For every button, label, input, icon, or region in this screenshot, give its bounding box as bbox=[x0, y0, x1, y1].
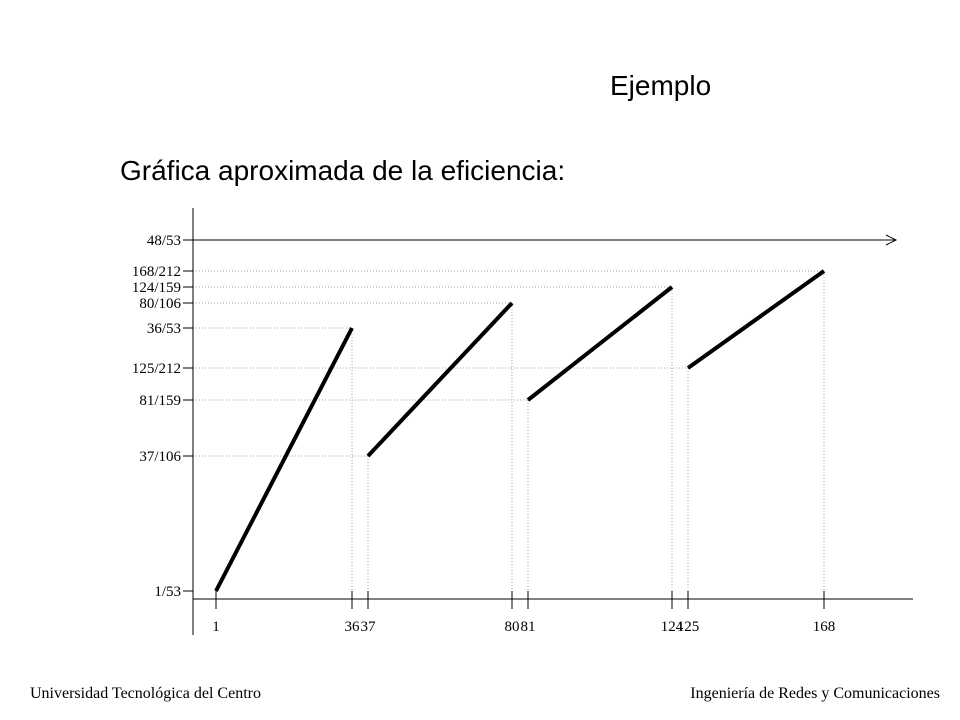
footer-university: Universidad Tecnológica del Centro bbox=[30, 685, 261, 702]
y-tick-label: 48/53 bbox=[147, 233, 181, 249]
x-tick-label: 168 bbox=[813, 619, 836, 635]
x-tick-label: 80 bbox=[505, 619, 520, 635]
x-tick-label: 81 bbox=[521, 619, 536, 635]
efficiency-segment bbox=[366, 301, 514, 458]
efficiency-segment bbox=[214, 327, 354, 592]
y-tick-label: 124/159 bbox=[132, 280, 181, 296]
guide-lines bbox=[193, 270, 825, 599]
y-tick-label: 1/53 bbox=[154, 584, 181, 600]
y-tick-label: 37/106 bbox=[139, 449, 181, 465]
footer-course: Ingeniería de Redes y Comunicaciones bbox=[690, 685, 940, 702]
y-tick-label: 36/53 bbox=[147, 321, 181, 337]
x-tick-label: 124 bbox=[661, 619, 684, 635]
asymptote-arrowhead bbox=[885, 234, 898, 246]
x-tick-label: 125 bbox=[677, 619, 700, 635]
y-tick-label: 168/212 bbox=[132, 264, 181, 280]
y-tick-label: 125/212 bbox=[132, 361, 181, 377]
efficiency-segments bbox=[214, 269, 826, 592]
y-ticks: 1/53 37/106 81/159 125/212 36/53 80/106124/15… bbox=[132, 233, 193, 600]
slide-title: Ejemplo bbox=[610, 70, 712, 101]
slide-subtitle: Gráfica aproximada de la eficiencia: bbox=[120, 155, 566, 186]
y-tick-label: 80/106 bbox=[139, 296, 181, 312]
efficiency-segment bbox=[526, 285, 674, 402]
x-tick-label: 1 bbox=[212, 619, 220, 635]
y-tick-label: 81/159 bbox=[139, 393, 181, 409]
chart-axes bbox=[192, 208, 913, 635]
efficiency-segment bbox=[686, 269, 826, 370]
x-tick-label: 37 bbox=[361, 619, 377, 635]
x-tick-label: 36 bbox=[345, 619, 361, 635]
